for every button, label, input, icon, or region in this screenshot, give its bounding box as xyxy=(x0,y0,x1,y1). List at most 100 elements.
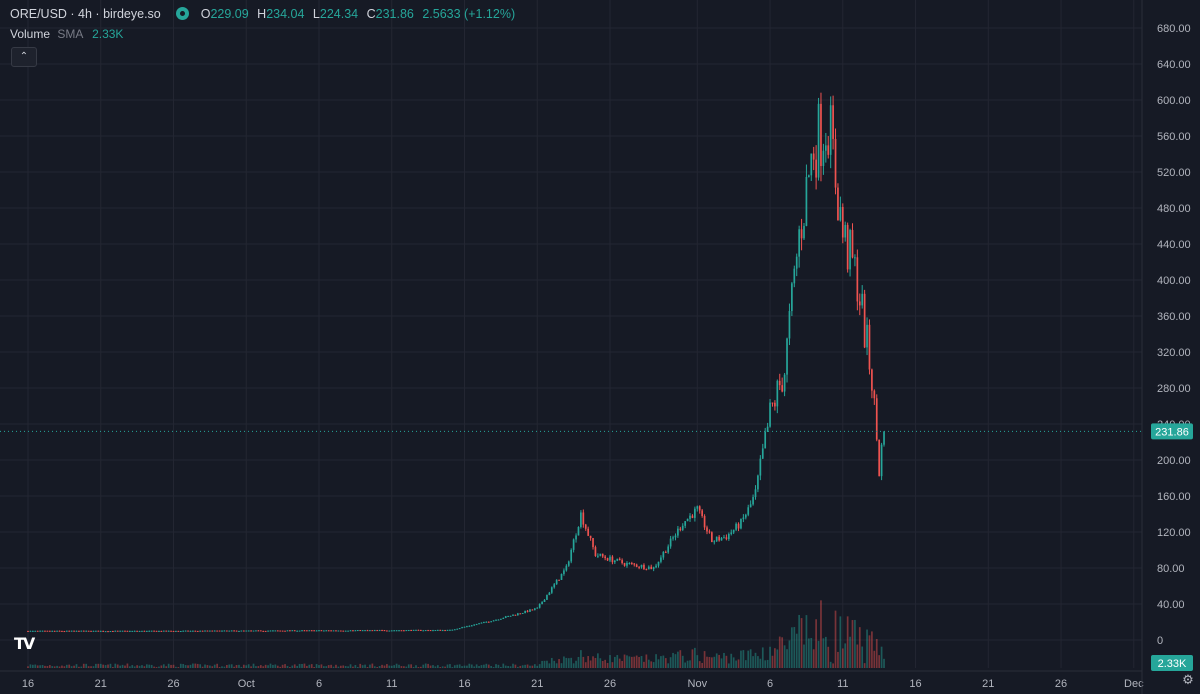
candle-body xyxy=(492,620,495,622)
volume-bar xyxy=(580,650,582,668)
volume-bar xyxy=(138,665,141,668)
volume-bar xyxy=(279,666,282,668)
volume-bar xyxy=(65,664,68,668)
volume-bar xyxy=(490,666,493,668)
volume-bar xyxy=(458,664,461,668)
candle-body xyxy=(863,293,866,348)
candle-body xyxy=(78,630,80,632)
candle-body xyxy=(259,630,262,632)
candle-body xyxy=(674,535,677,538)
candle-body xyxy=(575,535,577,540)
volume-bar xyxy=(548,663,551,668)
volume-bar xyxy=(85,663,88,668)
candle-body xyxy=(102,630,105,632)
candle-body xyxy=(594,547,597,556)
volume-bar xyxy=(492,667,495,668)
candle-body xyxy=(121,630,124,632)
candle-body xyxy=(124,630,126,632)
volume-bar xyxy=(577,656,580,668)
candle-body xyxy=(694,508,696,518)
volume-bar xyxy=(538,664,541,668)
gear-icon[interactable]: ⚙ xyxy=(1182,673,1194,688)
volume-bar xyxy=(650,661,653,668)
candle-body xyxy=(376,630,379,632)
candle-body xyxy=(148,630,151,632)
volume-bar xyxy=(68,664,71,668)
candle-body xyxy=(206,630,209,632)
candle-body xyxy=(306,630,308,632)
volume-bar xyxy=(201,666,204,668)
candle-body xyxy=(327,630,330,632)
candle-body xyxy=(856,257,859,302)
x-tick-label: 16 xyxy=(22,678,34,690)
candle-body xyxy=(272,630,274,632)
candle-body xyxy=(660,557,662,562)
volume-bar xyxy=(369,664,371,668)
volume-bar xyxy=(660,656,662,668)
volume-legend: Volume SMA 2.33K xyxy=(10,27,123,41)
candle-body xyxy=(293,630,296,632)
candle-body xyxy=(681,525,684,530)
candle-body xyxy=(424,630,427,632)
candle-body xyxy=(99,630,102,632)
volume-bar xyxy=(73,665,75,668)
volume-bar xyxy=(289,667,291,668)
volume-bar xyxy=(461,666,463,668)
candle-body xyxy=(497,619,500,621)
candle-body xyxy=(398,630,400,632)
candle-body xyxy=(209,630,211,632)
volume-bar xyxy=(834,610,837,668)
candle-body xyxy=(318,630,320,632)
y-tick-label: 80.00 xyxy=(1157,563,1185,575)
volume-bar xyxy=(240,666,243,668)
volume-bar xyxy=(645,654,648,668)
volume-bar xyxy=(774,648,776,668)
tradingview-logo-icon[interactable]: TV xyxy=(14,634,35,653)
candle-body xyxy=(264,630,267,632)
candle-body xyxy=(182,630,185,632)
volume-bar xyxy=(647,659,650,668)
candle-body xyxy=(626,563,628,566)
candle-body xyxy=(56,630,58,632)
volume-bar xyxy=(39,665,41,668)
candle-body xyxy=(165,630,168,632)
candle-body xyxy=(478,623,480,625)
volume-bar xyxy=(211,666,214,668)
candle-body xyxy=(630,562,633,564)
volume-bar xyxy=(226,664,228,668)
candle-body xyxy=(735,523,737,530)
volume-bar xyxy=(405,666,408,668)
candle-body xyxy=(512,614,514,616)
volume-bar xyxy=(255,666,257,668)
volume-bar xyxy=(744,660,747,668)
x-tick-label: 16 xyxy=(458,678,470,690)
candle-body xyxy=(502,617,505,619)
candle-body xyxy=(650,566,653,570)
candle-body xyxy=(361,630,364,632)
candle-body xyxy=(662,551,665,558)
candle-body xyxy=(347,630,349,632)
volume-bar xyxy=(199,664,202,668)
x-tick-label: 16 xyxy=(909,678,921,690)
candle-body xyxy=(145,630,148,632)
close-value: 231.86 xyxy=(375,7,414,21)
volume-bar xyxy=(129,666,131,668)
volume-bar xyxy=(36,665,39,668)
volume-bar xyxy=(565,657,568,668)
candle-body xyxy=(582,512,585,525)
chevron-up-icon[interactable]: ⌃ xyxy=(11,47,37,67)
volume-bar xyxy=(485,663,488,668)
eye-icon[interactable] xyxy=(176,7,190,20)
volume-bar xyxy=(155,667,158,668)
candle-body xyxy=(289,630,291,632)
volume-bar xyxy=(677,651,679,668)
candle-body xyxy=(281,630,284,632)
volume-bar xyxy=(691,649,694,668)
candle-body xyxy=(238,630,240,632)
candle-body xyxy=(623,563,626,566)
candle-body xyxy=(480,622,483,624)
volume-bar xyxy=(366,666,369,668)
volume-bar xyxy=(242,664,245,668)
